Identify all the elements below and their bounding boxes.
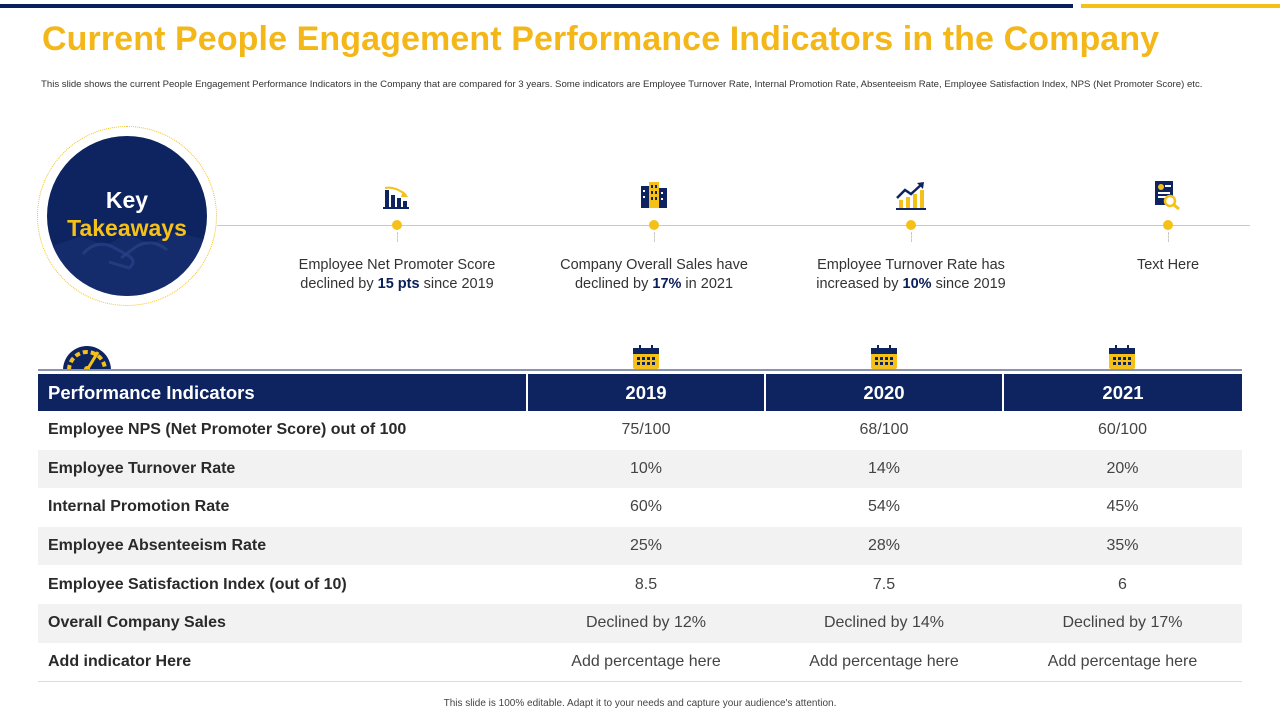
column-header: 2021 (1003, 374, 1242, 411)
table-cell: 60/100 (1098, 421, 1147, 439)
indicator-name: Overall Company Sales (38, 603, 527, 643)
table-cell: 20% (1003, 449, 1242, 489)
building-icon (641, 182, 667, 208)
table-header-row: Performance Indicators 2019 2020 2021 (38, 374, 1242, 411)
table-cell: 35% (1003, 526, 1242, 566)
takeaway-text: Employee Net Promoter Score declined by … (297, 256, 497, 294)
timeline-tick (1168, 232, 1169, 242)
handshake-icon (47, 232, 207, 296)
indicator-name: Add indicator Here (38, 642, 527, 682)
column-header: 2020 (765, 374, 1004, 411)
growth-chart-icon (896, 182, 926, 210)
page-subtitle: This slide shows the current People Enga… (41, 79, 1203, 90)
table-cell: 75/100 (621, 421, 671, 439)
takeaway-text-highlight: 15 pts (377, 276, 420, 292)
timeline-dot (392, 220, 402, 230)
takeaways-heading-line2: Takeaways (67, 215, 187, 241)
table-cell: 8.5 (634, 575, 658, 593)
calendar-icon (871, 345, 897, 369)
table-top-rule (38, 369, 1242, 371)
takeaways-circle (47, 136, 207, 296)
takeaway-text-pre: Employee Net Promoter Score declined by (298, 257, 496, 292)
takeaway-text-post: in 2021 (681, 276, 734, 292)
takeaways-heading-line1: Key (105, 187, 149, 213)
top-accent-bar-navy (0, 4, 1073, 8)
gauge-icon (63, 346, 111, 370)
document-search-icon (1155, 181, 1180, 210)
footer-note: This slide is 100% editable. Adapt it to… (443, 698, 837, 709)
calendar-icon (633, 345, 659, 369)
column-header: Performance Indicators (38, 374, 528, 411)
timeline-dot (1163, 220, 1173, 230)
table-cell: 68/100 (859, 421, 909, 439)
table-cell: 14% (765, 449, 1003, 489)
timeline-dot (906, 220, 916, 230)
table-cell: 7.5 (872, 575, 896, 593)
timeline-tick (911, 232, 912, 242)
table-row: Internal Promotion Rate 60% 54% 45% (38, 488, 1242, 527)
indicator-name: Employee Satisfaction Index (out of 10) (48, 575, 347, 593)
takeaway-text: Company Overall Sales have declined by 1… (554, 256, 754, 294)
declining-bar-chart-icon (383, 186, 409, 209)
takeaway-text-highlight: 10% (902, 276, 932, 292)
column-header: 2019 (527, 374, 766, 411)
page-title: Current People Engagement Performance In… (42, 20, 1160, 58)
table-cell: 10% (527, 449, 765, 489)
takeaway-text: Employee Turnover Rate has increased by … (811, 256, 1011, 294)
table-row: Employee Turnover Rate 10% 14% 20% (38, 449, 1242, 489)
table-cell: Declined by 12% (527, 603, 765, 643)
table-row: Employee Absenteeism Rate 25% 28% 35% (38, 526, 1242, 566)
timeline-dot (649, 220, 659, 230)
table-cell: 45% (1106, 498, 1139, 516)
timeline-tick (654, 232, 655, 242)
takeaway-text-post: since 2019 (931, 276, 1006, 292)
timeline-line (217, 225, 1250, 226)
table-row: Add indicator Here Add percentage here A… (38, 642, 1242, 682)
table-row: Employee Satisfaction Index (out of 10) … (38, 565, 1242, 604)
indicator-name: Employee Absenteeism Rate (38, 526, 527, 566)
takeaway-text: Text Here (1068, 256, 1268, 275)
indicator-name: Employee NPS (Net Promoter Score) out of… (48, 421, 407, 439)
table-cell: 60% (629, 498, 663, 516)
takeaway-text-pre: Employee Turnover Rate has increased by (816, 257, 1005, 292)
table-cell: Add percentage here (1003, 642, 1242, 682)
table-cell: Declined by 14% (765, 603, 1003, 643)
table-cell: Add percentage here (765, 642, 1003, 682)
table-cell: Declined by 17% (1003, 603, 1242, 643)
table-row: Employee NPS (Net Promoter Score) out of… (38, 411, 1242, 450)
indicator-name: Employee Turnover Rate (38, 449, 527, 489)
indicator-name: Internal Promotion Rate (48, 498, 230, 516)
table-cell: Add percentage here (527, 642, 765, 682)
top-accent-bar-gold (1081, 4, 1280, 8)
takeaway-text-pre: Company Overall Sales have declined by (560, 257, 748, 292)
takeaway-text-highlight: 17% (652, 276, 682, 292)
table-cell: 25% (527, 526, 765, 566)
table-cell: 54% (867, 498, 901, 516)
calendar-icon (1109, 345, 1135, 369)
table-cell: 28% (765, 526, 1003, 566)
takeaway-text-pre: Text Here (1136, 257, 1200, 273)
table-row: Overall Company Sales Declined by 12% De… (38, 603, 1242, 643)
takeaway-text-post: since 2019 (419, 276, 494, 292)
performance-indicators-table: Performance Indicators 2019 2020 2021 Em… (38, 374, 1242, 682)
timeline-tick (397, 232, 398, 242)
takeaways-dotted-ring (37, 126, 217, 306)
table-cell: 6 (1118, 575, 1127, 593)
